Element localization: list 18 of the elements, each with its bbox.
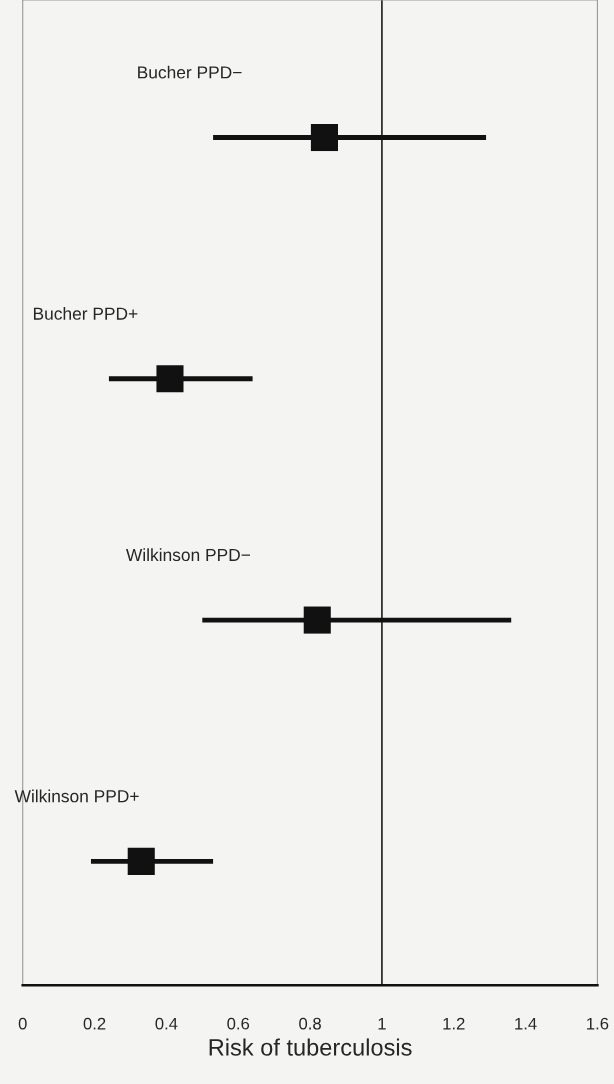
y-tick-label: Bucher PPD+ (33, 307, 138, 320)
y-tick-label: Wilkinson PPD+ (14, 789, 139, 803)
x-tick-label: 1.6 (587, 1017, 609, 1030)
y-tick-label: Wilkinson PPD− (126, 548, 251, 562)
x-tick-label: 0.2 (83, 1017, 106, 1030)
y-tick-label: Bucher PPD− (138, 65, 242, 79)
x-tick-label: 1.4 (515, 1017, 537, 1030)
point (303, 606, 331, 634)
x-tick-label: 0.4 (155, 1017, 178, 1030)
x-tick-label: 1.2 (443, 1017, 465, 1030)
x-tick-label: 0.6 (227, 1017, 250, 1030)
x-tick-label: 0.8 (299, 1017, 321, 1030)
x-tick-label: 0 (18, 1017, 27, 1030)
point (156, 365, 184, 393)
point (310, 123, 338, 152)
x-tick-label: 1 (378, 1017, 386, 1030)
x-axis-title: Risk of tuberculosis (209, 1038, 412, 1056)
point (127, 847, 155, 875)
